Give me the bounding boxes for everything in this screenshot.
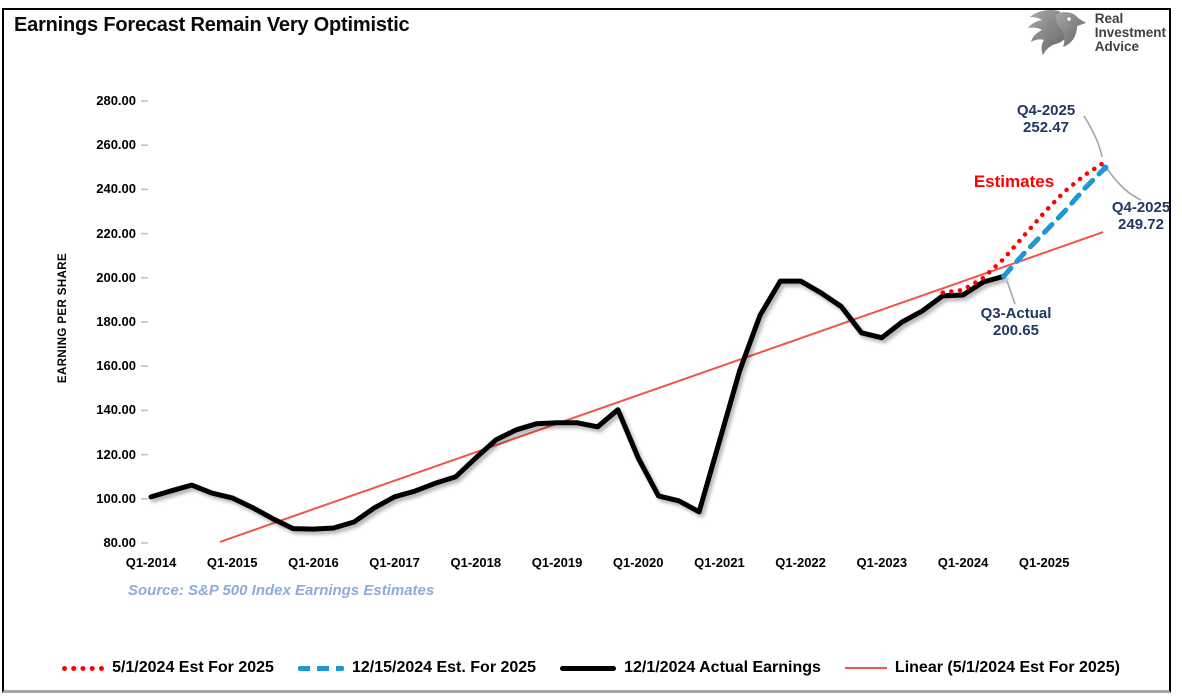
y-axis-title: EARNING PER SHARE: [57, 252, 69, 384]
logo-text: Real Investment Advice: [1094, 11, 1166, 54]
chart-legend: 5/1/2024 Est For 2025 12/15/2024 Est. Fo…: [0, 659, 1182, 677]
x-axis-tick-label: Q1-2014: [125, 555, 177, 570]
y-axis-tick-label: 220.00: [96, 225, 136, 241]
legend-item-est-12-15-2024: 12/15/2024 Est. For 2025: [297, 659, 536, 677]
q4-2025-red-annotation: Q4-2025 252.47: [1016, 102, 1076, 136]
x-axis-tick-label: Q1-2025: [1018, 555, 1070, 570]
eagle-logo-icon: [1027, 9, 1086, 55]
y-axis-tick-label: 240.00: [96, 181, 136, 197]
black-line-marker: [560, 665, 617, 671]
y-axis-tick-label: 140.00: [96, 402, 136, 418]
blue-dashed-line-marker: [297, 665, 344, 671]
linear-trendline: [219, 231, 1104, 543]
estimate-dashed-end-dot: [1101, 164, 1109, 172]
x-axis-tick-label: Q1-2023: [856, 555, 908, 570]
y-axis-tick-label: 260.00: [96, 137, 136, 153]
y-axis-tick-label: 80.00: [103, 535, 136, 550]
x-axis-tick-label: Q1-2024: [937, 555, 989, 570]
q4-2025-blue-annotation: Q4-2025 249.72: [1111, 199, 1171, 233]
x-axis-tick-label: Q1-2020: [612, 555, 664, 570]
source-note: Source: S&P 500 Index Earnings Estimates: [128, 582, 435, 599]
legend-item-est-5-1-2024: 5/1/2024 Est For 2025: [62, 659, 274, 677]
legend-item-actual-earnings: 12/1/2024 Actual Earnings: [560, 659, 821, 677]
y-axis-tick-label: 120.00: [96, 446, 136, 462]
y-axis-tick-label: 200.00: [96, 269, 136, 285]
leader-line-q3-actual: [1006, 280, 1016, 305]
x-axis-tick-label: Q1-2017: [369, 555, 420, 570]
x-axis-tick-label: Q1-2015: [206, 555, 258, 570]
estimates-annotation: Estimates: [973, 172, 1055, 191]
x-axis-tick-label: Q1-2021: [694, 555, 745, 570]
y-axis-tick-label: 180.00: [96, 314, 136, 329]
y-axis-tick-label: 280.00: [96, 93, 136, 108]
red-thin-line-marker: [844, 667, 887, 669]
x-axis-tick-label: Q1-2016: [288, 555, 339, 570]
x-axis-tick-label: Q1-2019: [531, 555, 583, 570]
y-axis-tick-label: 100.00: [96, 490, 136, 506]
x-axis-tick-label: Q1-2022: [775, 555, 826, 570]
leader-line-q4-blue: [1107, 169, 1142, 201]
chart-title: Earnings Forecast Remain Very Optimistic: [14, 14, 410, 36]
x-axis-tick-label: Q1-2018: [450, 555, 502, 570]
actual-earnings-line: [148, 273, 1007, 532]
y-axis-tick-label: 160.00: [96, 358, 136, 374]
red-dotted-line-marker: [62, 665, 105, 671]
legend-item-linear-trend: Linear (5/1/2024 Est For 2025): [844, 659, 1120, 677]
q3-actual-annotation: Q3-Actual 200.65: [980, 305, 1052, 339]
real-investment-advice-logo: Real Investment Advice: [1025, 8, 1166, 58]
